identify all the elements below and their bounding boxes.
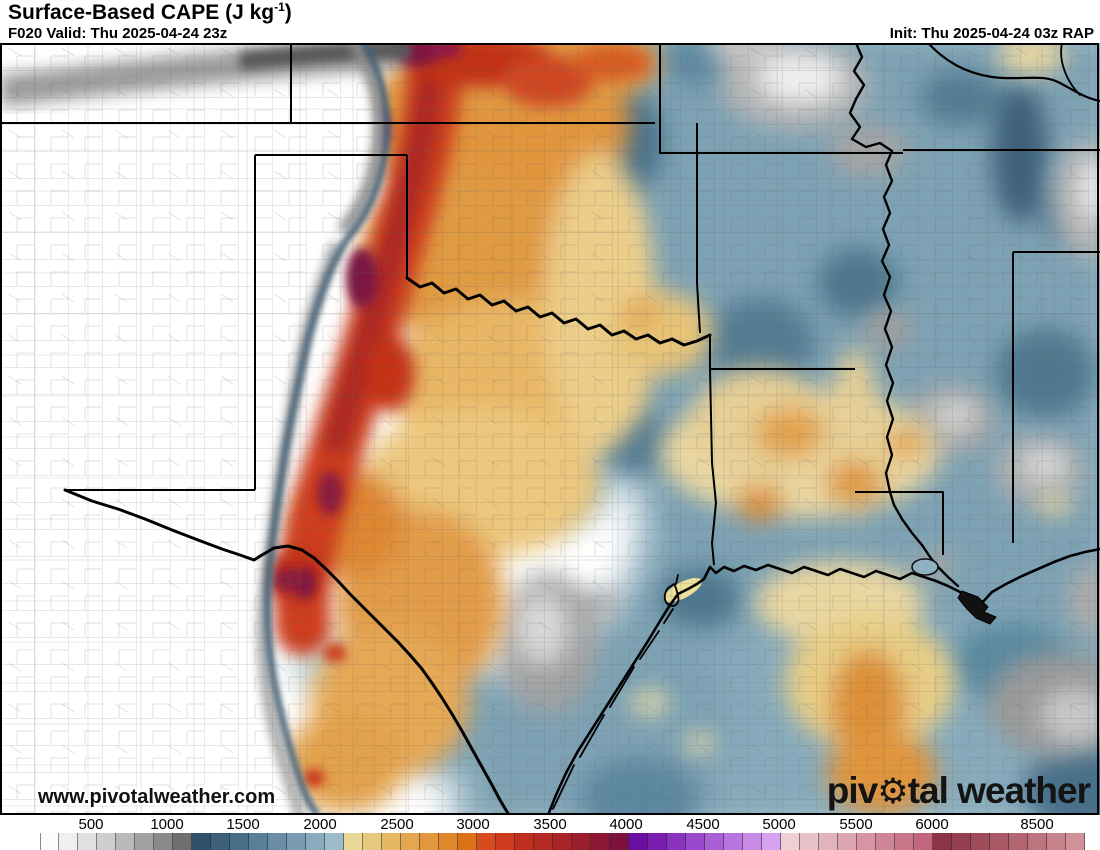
colorbar-swatch xyxy=(306,833,325,850)
colorbar-swatch xyxy=(420,833,439,850)
galveston-bay xyxy=(663,574,680,607)
gulf-coastline xyxy=(546,547,1100,815)
colorbar-swatch xyxy=(667,833,686,850)
colorbar-swatch xyxy=(154,833,173,850)
colorbar-swatch xyxy=(933,833,952,850)
colorbar-swatch xyxy=(781,833,800,850)
colorbar-tick-label: 5500 xyxy=(839,816,873,833)
colorbar-swatch xyxy=(686,833,705,850)
page-title: Surface-Based CAPE (J kg-1) xyxy=(8,0,292,25)
colorbar-swatch xyxy=(1066,833,1085,850)
colorbar-swatch xyxy=(363,833,382,850)
colorbar-tick-label: 8500 xyxy=(1020,816,1054,833)
lake-pontchartrain xyxy=(911,558,939,576)
rivers xyxy=(63,43,1100,815)
colorbar-swatch xyxy=(857,833,876,850)
colorbar-swatch xyxy=(1047,833,1066,850)
cape-map xyxy=(0,43,1100,815)
colorbar-swatch xyxy=(895,833,914,850)
tennessee-river xyxy=(1060,43,1081,96)
colorbar-swatch xyxy=(534,833,553,850)
rio-grande-river xyxy=(63,488,511,815)
colorbar-swatch xyxy=(59,833,78,850)
colorbar-swatch xyxy=(78,833,97,850)
colorbar-swatch xyxy=(990,833,1009,850)
colorbar-swatch xyxy=(914,833,933,850)
colorbar-swatch xyxy=(496,833,515,850)
colorbar-swatch xyxy=(382,833,401,850)
colorbar-swatch xyxy=(724,833,743,850)
county-grid xyxy=(0,43,1100,815)
colorbar-swatch xyxy=(249,833,268,850)
colorbar-swatch xyxy=(344,833,363,850)
colorbar-swatch xyxy=(192,833,211,850)
colorbar-swatch xyxy=(287,833,306,850)
colorbar-swatch xyxy=(439,833,458,850)
init-time-label: Init: Thu 2025-04-24 03z RAP xyxy=(889,25,1094,42)
colorbar-tick-label: 500 xyxy=(78,816,104,833)
colorbar-swatch xyxy=(515,833,534,850)
colorbar-swatch xyxy=(116,833,135,850)
colorbar-tick-label: 3000 xyxy=(456,816,490,833)
colorbar-swatch xyxy=(591,833,610,850)
colorbar-swatch xyxy=(1009,833,1028,850)
colorbar-swatch xyxy=(553,833,572,850)
colorbar-swatch xyxy=(743,833,762,850)
colorbar-tick-label: 2000 xyxy=(303,816,337,833)
colorbar-tick-label: 4000 xyxy=(609,816,643,833)
colorbar-swatch xyxy=(705,833,724,850)
colorbar-tick-label: 2500 xyxy=(380,816,414,833)
colorbar-swatch xyxy=(211,833,230,850)
state-borders xyxy=(0,43,1100,566)
map-frame xyxy=(0,43,1099,815)
mississippi-river xyxy=(848,43,960,588)
colorbar-swatch xyxy=(40,833,59,850)
colorbar-swatch xyxy=(952,833,971,850)
colorbar-tick-label: 6000 xyxy=(915,816,949,833)
colorbar-tick-labels: 500 1000 1500 2000 2500 3000 3500 4000 4500 5000 5… xyxy=(0,815,1100,833)
colorbar-swatch xyxy=(819,833,838,850)
colorbar-swatch xyxy=(971,833,990,850)
colorbar-tick-label: 1000 xyxy=(150,816,184,833)
colorbar-tick-label: 4500 xyxy=(686,816,720,833)
colorbar-swatch xyxy=(173,833,192,850)
colorbar-swatch xyxy=(477,833,496,850)
colorbar-swatch xyxy=(572,833,591,850)
colorbar-swatch xyxy=(629,833,648,850)
colorbar-swatches xyxy=(40,833,1085,850)
colorbar-tick-label: 5000 xyxy=(762,816,796,833)
colorbar-tick-label: 1500 xyxy=(226,816,260,833)
colorbar-swatch xyxy=(876,833,895,850)
colorbar-swatch xyxy=(458,833,477,850)
colorbar-tick-label: 3500 xyxy=(533,816,567,833)
red-river xyxy=(405,276,712,347)
title-superscript: -1 xyxy=(274,0,285,14)
colorbar-swatch xyxy=(135,833,154,850)
title-main: Surface-Based CAPE (J kg xyxy=(8,1,275,24)
colorbar-swatch xyxy=(268,833,287,850)
title-end: ) xyxy=(284,1,292,24)
colorbar-swatch xyxy=(800,833,819,850)
colorbar-swatch xyxy=(1028,833,1047,850)
mississippi-delta xyxy=(957,590,997,625)
colorbar-swatch xyxy=(610,833,629,850)
colorbar-swatch xyxy=(762,833,781,850)
colorbar-swatch xyxy=(401,833,420,850)
colorbar-swatch xyxy=(838,833,857,850)
colorbar-swatch xyxy=(648,833,667,850)
colorbar-swatch xyxy=(230,833,249,850)
colorbar-swatch xyxy=(97,833,116,850)
valid-time-label: F020 Valid: Thu 2025-04-24 23z xyxy=(8,25,228,42)
barrier-islands xyxy=(552,608,674,810)
colorbar-swatch xyxy=(325,833,344,850)
